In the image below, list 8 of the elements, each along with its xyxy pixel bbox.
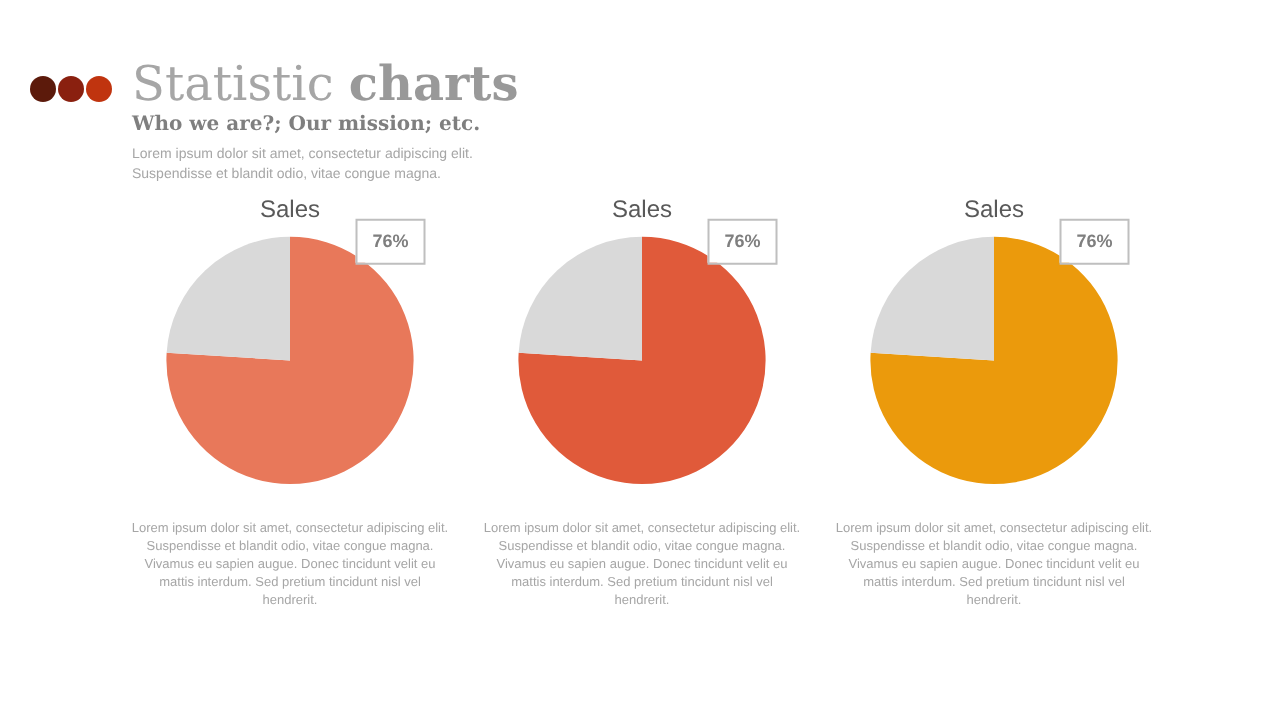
data-label: 76% <box>724 230 761 251</box>
text: Who we are?; Our mission; etc. <box>132 114 483 136</box>
data-label: 76% <box>372 230 409 251</box>
data-label: 76% <box>1076 230 1113 251</box>
text: Statistic charts <box>132 54 519 112</box>
chart-title: Sales <box>259 195 321 224</box>
chart-title: Sales <box>611 195 673 224</box>
chart-title: Sales <box>963 195 1025 224</box>
